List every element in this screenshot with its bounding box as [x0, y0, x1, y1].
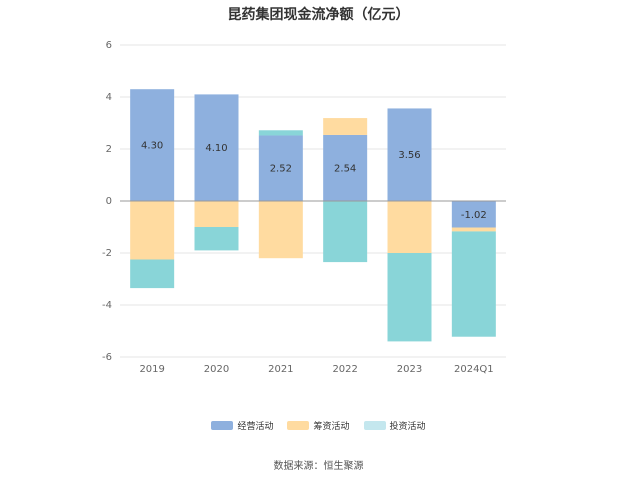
bar-financing — [387, 201, 432, 253]
chart-title: 昆药集团现金流净额（亿元） — [227, 7, 410, 23]
legend-item[interactable]: 筹资活动 — [287, 419, 350, 432]
bar-operating — [194, 94, 239, 201]
bar-investing — [387, 253, 432, 342]
bar-financing — [130, 201, 175, 260]
bar-investing — [451, 231, 496, 337]
data-label: 4.10 — [205, 143, 227, 154]
bar-operating — [130, 89, 175, 201]
x-tick-label: 2023 — [397, 364, 422, 375]
legend-label: 筹资活动 — [313, 422, 350, 432]
bar-financing — [323, 118, 368, 135]
bar-investing — [258, 130, 303, 136]
bar-operating — [258, 135, 303, 201]
data-label: 3.56 — [398, 150, 420, 161]
data-source: 数据来源：恒生聚源 — [273, 461, 364, 472]
legend-swatch — [363, 421, 386, 430]
y-tick-label: 4 — [106, 92, 112, 103]
legend-item[interactable]: 投资活动 — [363, 419, 426, 432]
y-tick-label: 2 — [106, 144, 112, 155]
legend-swatch — [211, 421, 234, 430]
bar-investing — [194, 227, 239, 251]
bar-financing — [451, 227, 496, 232]
y-tick-label: 0 — [106, 196, 112, 207]
y-tick-label: -4 — [102, 300, 112, 311]
x-tick-label: 2020 — [204, 364, 229, 375]
y-tick-label: 6 — [106, 40, 112, 51]
bar-financing — [194, 201, 239, 227]
legend-swatch — [287, 421, 310, 430]
bar-financing — [258, 201, 303, 259]
chart-legend: 经营活动 筹资活动 投资活动 — [0, 419, 637, 432]
data-label: 2.54 — [334, 163, 356, 174]
x-tick-label: 2024Q1 — [454, 364, 494, 375]
bar-operating — [451, 201, 496, 228]
legend-label: 投资活动 — [389, 422, 426, 432]
data-label: -1.02 — [461, 210, 487, 221]
legend-item[interactable]: 经营活动 — [211, 419, 273, 432]
y-tick-label: -6 — [102, 352, 112, 363]
x-tick-label: 2021 — [268, 364, 293, 375]
data-label: 4.30 — [141, 141, 163, 152]
data-label: 2.52 — [270, 164, 292, 175]
bar-investing — [323, 201, 368, 263]
bar-investing — [130, 259, 175, 289]
bar-operating — [387, 108, 432, 201]
legend-label: 经营活动 — [237, 422, 274, 432]
x-tick-label: 2019 — [139, 364, 164, 375]
bar-operating — [323, 134, 368, 201]
x-tick-label: 2022 — [332, 364, 357, 375]
y-tick-label: -2 — [102, 248, 112, 259]
